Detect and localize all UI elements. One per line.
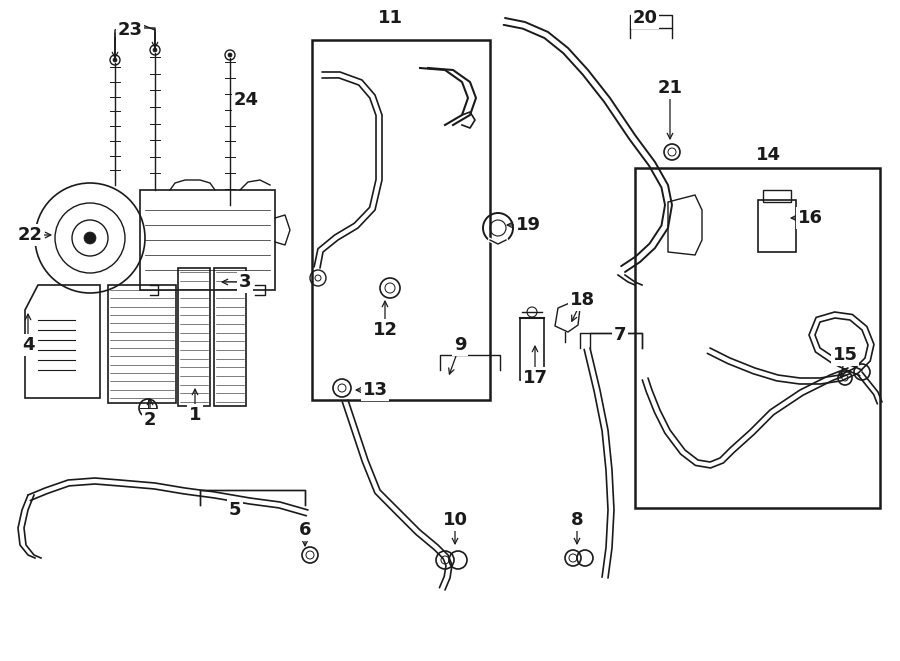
Text: 14: 14 (755, 146, 780, 164)
Text: 22: 22 (17, 226, 42, 244)
Bar (178, 268, 210, 406)
Bar (763, 190, 791, 202)
Text: 13: 13 (363, 381, 388, 399)
Bar (214, 268, 246, 406)
Text: 12: 12 (373, 321, 398, 339)
Text: 20: 20 (633, 9, 658, 27)
Bar (635, 168, 880, 508)
Bar (140, 190, 275, 290)
Text: 19: 19 (516, 216, 541, 234)
Text: 11: 11 (377, 9, 402, 27)
Text: 21: 21 (658, 79, 682, 97)
Circle shape (153, 48, 157, 52)
Bar (108, 285, 176, 403)
Text: 17: 17 (523, 369, 547, 387)
Text: 3: 3 (238, 273, 251, 291)
Text: 24: 24 (233, 91, 258, 109)
Text: 5: 5 (229, 501, 241, 519)
Bar (520, 318, 544, 380)
Text: 10: 10 (443, 511, 467, 529)
Text: 18: 18 (570, 291, 595, 309)
Text: 23: 23 (118, 21, 142, 39)
Bar (312, 40, 490, 400)
Text: 1: 1 (189, 406, 202, 424)
Bar (758, 200, 796, 252)
Text: 16: 16 (797, 209, 823, 227)
Text: 4: 4 (22, 336, 34, 354)
Text: 8: 8 (571, 511, 583, 529)
Circle shape (113, 58, 117, 62)
Text: 2: 2 (144, 411, 157, 429)
Text: 7: 7 (614, 326, 626, 344)
Circle shape (84, 232, 96, 244)
Text: 9: 9 (454, 336, 466, 354)
Text: 6: 6 (299, 521, 311, 539)
Text: 15: 15 (832, 346, 858, 364)
Circle shape (228, 53, 232, 57)
